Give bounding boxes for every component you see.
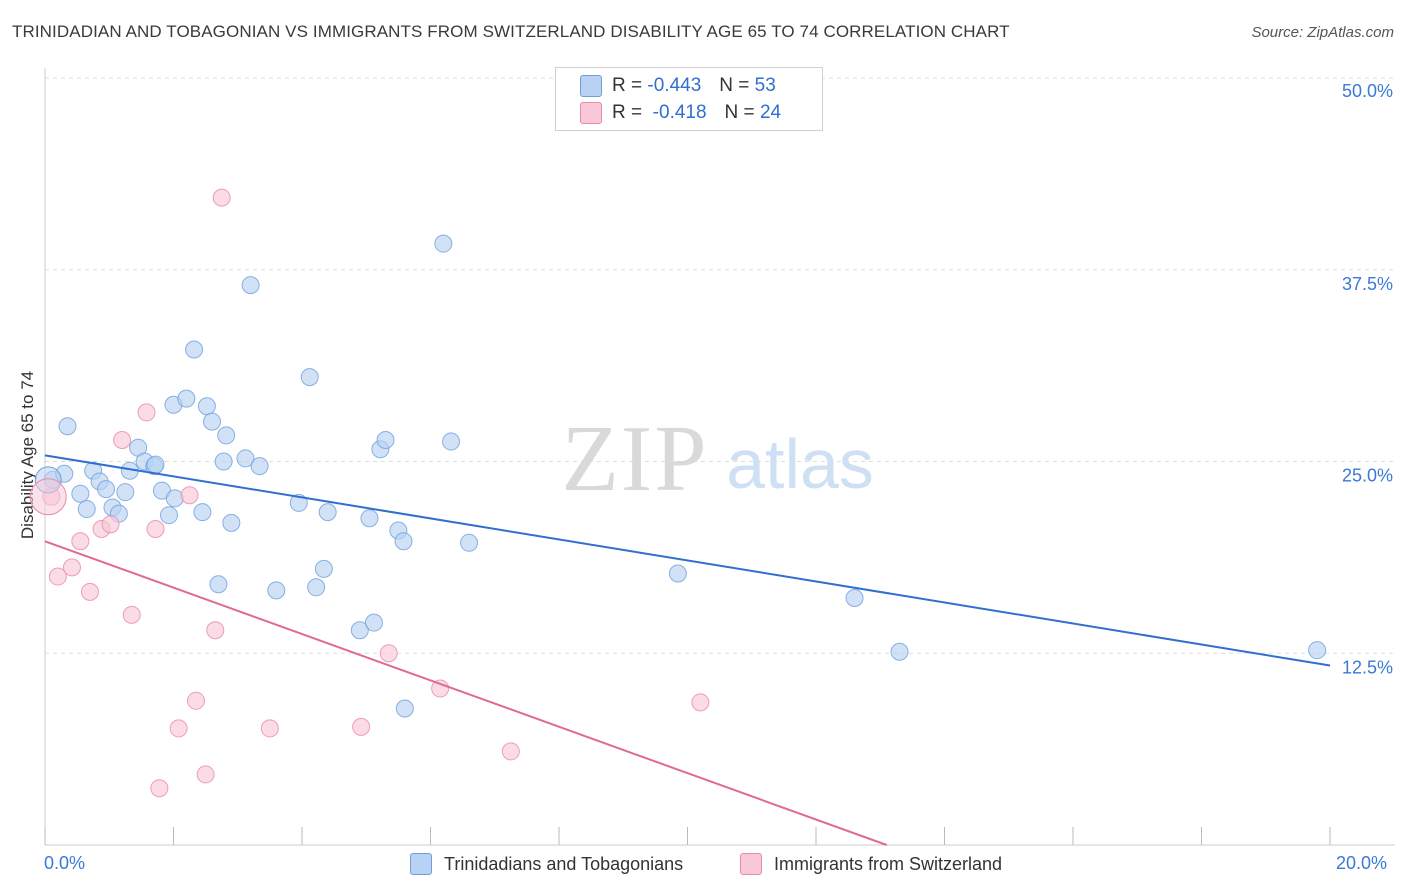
data-point-blue (97, 480, 116, 499)
data-point-blue (394, 532, 413, 551)
data-point-blue (434, 234, 453, 253)
y-tick-labels: 12.5% 25.0% 37.5% 50.0% (1342, 81, 1393, 677)
legend-swatch-blue (580, 75, 602, 97)
trend-lines (44, 454, 1331, 846)
data-point-blue (241, 276, 260, 295)
data-point-blue (197, 397, 216, 416)
data-point-pink (180, 486, 199, 505)
data-point-pink (48, 567, 67, 586)
data-point-blue (364, 613, 383, 632)
data-point-blue (165, 489, 184, 508)
data-point-blue (58, 417, 77, 436)
data-point-blue (267, 581, 286, 600)
x-tick-min: 0.0% (44, 853, 86, 873)
data-point-blue (890, 642, 909, 661)
data-point-blue (307, 578, 326, 597)
data-point-blue (209, 575, 228, 594)
data-point-blue (1308, 641, 1327, 660)
data-point-pink (212, 188, 231, 207)
axes (44, 68, 1395, 846)
data-point-pink (431, 679, 450, 698)
bottom-legend-label: Immigrants from Switzerland (774, 853, 1003, 874)
data-point-blue (250, 457, 269, 476)
bottom-legend-swatch-pink (740, 853, 762, 875)
chart-title: TRINIDADIAN AND TOBAGONIAN VS IMMIGRANTS… (12, 22, 1010, 41)
data-point-blue (350, 621, 369, 640)
legend-row-series1: R = -0.443 N = 53 (580, 74, 776, 98)
watermark-atlas: atlas (726, 425, 874, 503)
bottom-legend-series2: Immigrants from Switzerland (740, 852, 1002, 876)
data-point-blue (314, 559, 333, 578)
data-point-pink (379, 644, 398, 663)
trend-line-pink (44, 540, 888, 846)
x-tick-max: 20.0% (1336, 853, 1388, 873)
legend-r-value: -0.418 (647, 102, 707, 123)
data-point-pink-large (29, 478, 67, 516)
data-point-blue (177, 389, 196, 408)
data-point-pink (691, 693, 710, 712)
legend-n-value: 24 (759, 102, 782, 123)
data-point-blue (146, 455, 165, 474)
bottom-legend-series1: Trinidadians and Tobagonians (410, 852, 683, 876)
data-point-pink (101, 515, 120, 534)
data-point-blue (360, 509, 379, 528)
legend-r-value: -0.443 (647, 75, 702, 96)
data-point-blue (193, 503, 212, 522)
legend-n-label: N = (724, 102, 755, 123)
bottom-legend-swatch-blue (410, 853, 432, 875)
data-point-blue (160, 506, 179, 525)
data-point-blue (77, 500, 96, 519)
correlation-legend: R = -0.443 N = 53 R = -0.418 N = 24 (555, 67, 823, 131)
data-point-pink (137, 403, 156, 422)
data-point-pink (62, 558, 81, 577)
data-point-pink (150, 779, 169, 798)
data-point-pink (260, 719, 279, 738)
data-point-pink (146, 519, 165, 538)
data-point-blue (460, 533, 479, 552)
data-point-pink (169, 719, 188, 738)
watermark-zip: ZIP (562, 407, 709, 511)
data-point-blue (376, 431, 395, 450)
legend-swatch-pink (580, 102, 602, 124)
data-point-pink (122, 605, 141, 624)
data-point-blue (395, 699, 414, 718)
bottom-legend-label: Trinidadians and Tobagonians (444, 853, 684, 874)
data-point-pink (71, 532, 90, 551)
data-point-pink (113, 431, 132, 450)
data-point-blue (203, 412, 222, 431)
data-point-blue (71, 484, 90, 503)
legend-row-series2: R = -0.418 N = 24 (580, 101, 781, 125)
data-point-pink (80, 582, 99, 601)
legend-n-label: N = (719, 75, 750, 96)
data-point-blue (442, 432, 461, 451)
data-point-blue (214, 452, 233, 471)
data-point-blue (668, 564, 687, 583)
data-point-blue (185, 340, 204, 359)
data-points (29, 188, 1327, 798)
y-tick-label: 50.0% (1342, 81, 1393, 101)
data-point-pink (196, 765, 215, 784)
data-point-pink (186, 691, 205, 710)
trend-line-blue (44, 454, 1331, 667)
data-point-pink (206, 621, 225, 640)
grid-lines (45, 77, 1395, 654)
data-point-blue (217, 426, 236, 445)
y-tick-label: 37.5% (1342, 274, 1393, 294)
data-point-blue (318, 503, 337, 522)
data-point-blue (300, 368, 319, 387)
data-point-blue (289, 493, 308, 512)
legend-r-label: R = (612, 102, 643, 123)
source-label: Source: ZipAtlas.com (1251, 24, 1394, 41)
data-point-blue (116, 483, 135, 502)
data-point-blue (845, 589, 864, 608)
y-tick-label: 12.5% (1342, 657, 1393, 677)
data-point-blue (222, 513, 241, 532)
data-point-pink (352, 717, 371, 736)
y-tick-label: 25.0% (1342, 466, 1393, 486)
legend-n-value: 53 (754, 75, 776, 96)
data-point-pink (501, 742, 520, 761)
data-point-blue (236, 449, 255, 468)
legend-r-label: R = (612, 75, 643, 96)
